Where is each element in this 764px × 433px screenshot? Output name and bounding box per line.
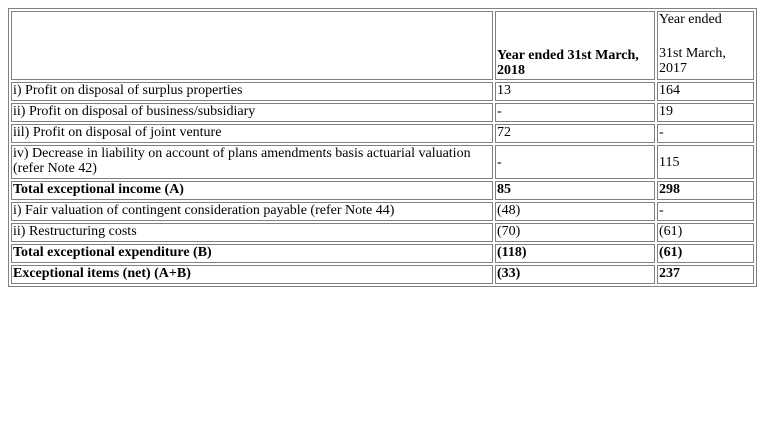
row-value-2017: 19 <box>657 103 754 122</box>
row-value-2017: 164 <box>657 82 754 101</box>
exceptional-items-table: Year ended 31st March, 2018 Year ended 3… <box>8 8 757 287</box>
row-label: i) Fair valuation of contingent consider… <box>11 202 493 221</box>
table-row: i) Profit on disposal of surplus propert… <box>11 82 754 101</box>
row-label: iv) Decrease in liability on account of … <box>11 145 493 179</box>
table-row: iil) Profit on disposal of joint venture… <box>11 124 754 143</box>
header-2018-label: Year ended 31st March, 2018 <box>497 48 639 78</box>
total-income-2017: 298 <box>657 181 754 200</box>
row-value-2018: (70) <box>495 223 655 242</box>
table-row: ii) Profit on disposal of business/subsi… <box>11 103 754 122</box>
header-2017-cell: Year ended 31st March, 2017 <box>657 11 754 80</box>
header-2017-line1: Year ended <box>659 12 722 27</box>
total-expenditure-2018: (118) <box>495 244 655 263</box>
total-expenditure-label: Total exceptional expenditure (B) <box>11 244 493 263</box>
row-label: i) Profit on disposal of surplus propert… <box>11 82 493 101</box>
row-value-2018: 72 <box>495 124 655 143</box>
net-exceptional-2018: (33) <box>495 265 655 284</box>
net-exceptional-2017: 237 <box>657 265 754 284</box>
row-value-2017: (61) <box>657 223 754 242</box>
header-blank-cell <box>11 11 493 80</box>
total-row: Total exceptional expenditure (B) (118) … <box>11 244 754 263</box>
row-value-2017: - <box>657 202 754 221</box>
net-exceptional-label: Exceptional items (net) (A+B) <box>11 265 493 284</box>
row-label: ii) Restructuring costs <box>11 223 493 242</box>
table-header-row: Year ended 31st March, 2018 Year ended 3… <box>11 11 754 80</box>
table-row: i) Fair valuation of contingent consider… <box>11 202 754 221</box>
row-value-2018: - <box>495 145 655 179</box>
total-income-2018: 85 <box>495 181 655 200</box>
row-label: iil) Profit on disposal of joint venture <box>11 124 493 143</box>
total-row: Total exceptional income (A) 85 298 <box>11 181 754 200</box>
row-value-2017: 115 <box>657 145 754 179</box>
header-2018-cell: Year ended 31st March, 2018 <box>495 11 655 80</box>
table-row: ii) Restructuring costs (70) (61) <box>11 223 754 242</box>
total-income-label: Total exceptional income (A) <box>11 181 493 200</box>
net-total-row: Exceptional items (net) (A+B) (33) 237 <box>11 265 754 284</box>
row-value-2018: (48) <box>495 202 655 221</box>
row-label: ii) Profit on disposal of business/subsi… <box>11 103 493 122</box>
header-2017-line2: 31st March, 2017 <box>659 46 726 76</box>
total-expenditure-2017: (61) <box>657 244 754 263</box>
row-value-2017: - <box>657 124 754 143</box>
row-value-2018: - <box>495 103 655 122</box>
exceptional-items-table-wrapper: Year ended 31st March, 2018 Year ended 3… <box>8 8 757 287</box>
table-row: iv) Decrease in liability on account of … <box>11 145 754 179</box>
row-value-2018: 13 <box>495 82 655 101</box>
